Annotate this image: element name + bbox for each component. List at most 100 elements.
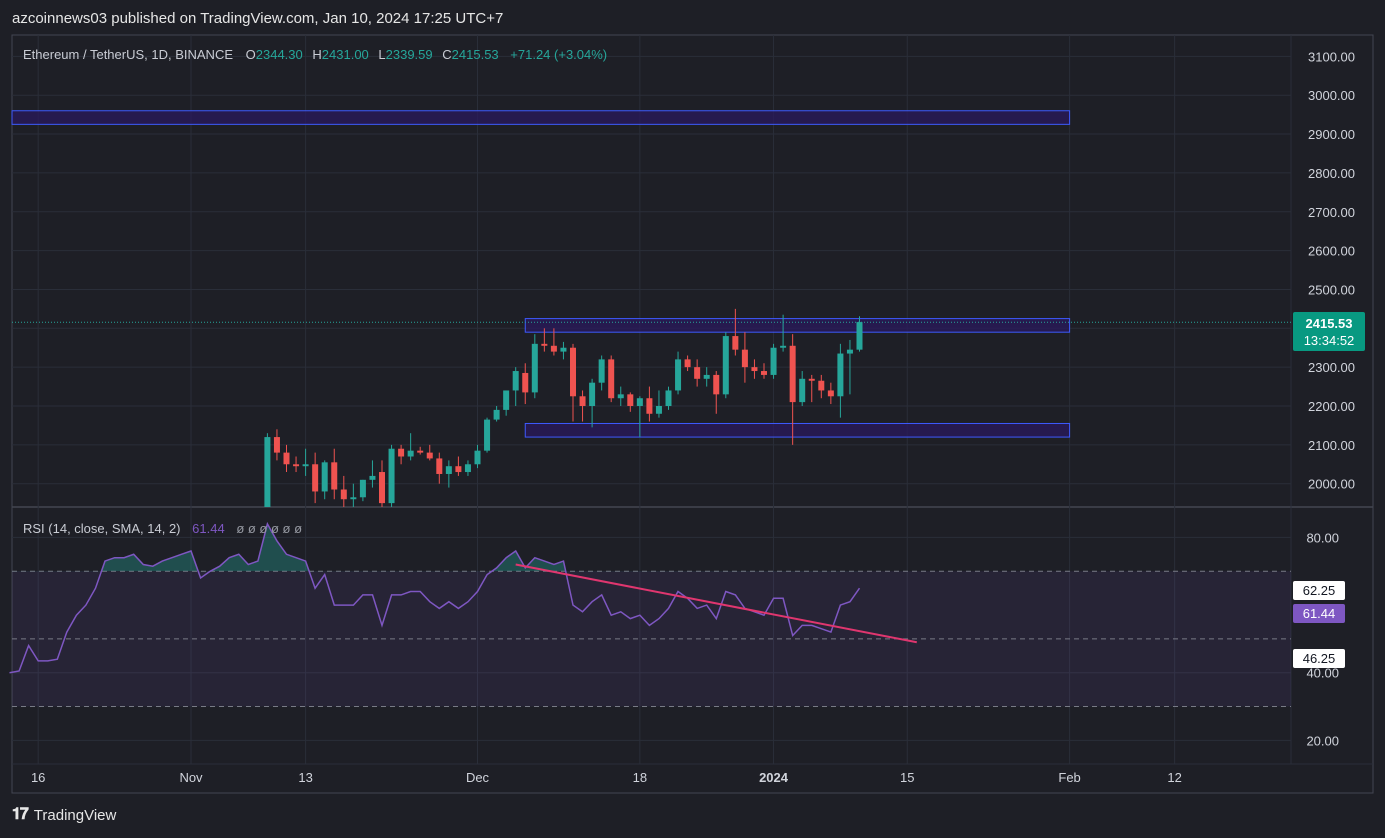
candle[interactable] — [751, 359, 758, 379]
candle[interactable] — [331, 448, 338, 500]
candle-body — [407, 450, 414, 457]
candle[interactable] — [684, 355, 691, 372]
price-tick-label: 3000.00 — [1308, 88, 1355, 103]
brand-name: TradingView — [33, 806, 117, 824]
candle[interactable] — [560, 341, 567, 360]
candle[interactable] — [761, 363, 767, 379]
candle[interactable] — [407, 433, 414, 461]
candle[interactable] — [675, 351, 682, 395]
candle[interactable] — [340, 475, 347, 507]
candle[interactable] — [789, 334, 796, 445]
candle[interactable] — [273, 429, 280, 461]
candle[interactable] — [617, 386, 624, 406]
candle[interactable] — [770, 343, 777, 379]
candle-body — [426, 452, 433, 459]
axis-layer: 3100.00 3000.00 2900.00 2800.00 2700.00 2600.… — [31, 49, 1355, 785]
candle[interactable] — [388, 444, 395, 509]
candle[interactable] — [655, 390, 662, 418]
candle[interactable] — [741, 332, 748, 383]
grid-layer — [12, 35, 1291, 764]
candle[interactable] — [837, 343, 844, 418]
candle[interactable] — [455, 456, 462, 476]
candle[interactable] — [570, 343, 576, 422]
candle[interactable] — [780, 314, 787, 352]
sr-zone[interactable] — [524, 318, 1071, 333]
candle[interactable] — [369, 460, 376, 488]
candle[interactable] — [799, 371, 806, 406]
candle[interactable] — [522, 363, 529, 405]
candle[interactable] — [312, 452, 319, 504]
rsi-line-layer[interactable] — [9, 521, 917, 674]
candle[interactable] — [417, 446, 424, 455]
candle[interactable] — [665, 386, 672, 410]
candle[interactable] — [359, 479, 366, 502]
candle[interactable] — [503, 390, 510, 416]
candle[interactable] — [436, 452, 443, 484]
candle-body — [703, 374, 710, 379]
candle[interactable] — [636, 396, 643, 438]
candle[interactable] — [541, 328, 548, 352]
candle[interactable] — [398, 444, 405, 465]
rsi-line[interactable] — [9, 521, 861, 674]
candle[interactable] — [293, 456, 300, 473]
candle[interactable] — [722, 332, 729, 399]
candle[interactable] — [846, 339, 853, 395]
candle-body — [818, 380, 825, 391]
candle-body — [531, 343, 538, 393]
candle[interactable] — [703, 367, 710, 387]
candle[interactable] — [321, 460, 328, 500]
close-value: 2415.53 — [452, 47, 499, 62]
price-tick-label: 2200.00 — [1308, 399, 1355, 414]
candle-body — [789, 345, 796, 403]
candle[interactable] — [264, 433, 271, 530]
candle[interactable] — [694, 359, 701, 387]
candle[interactable] — [827, 382, 834, 405]
open-value: 2344.30 — [256, 47, 303, 62]
candle[interactable] — [646, 386, 653, 422]
candle[interactable] — [283, 444, 290, 473]
candle[interactable] — [608, 355, 615, 403]
candle[interactable] — [464, 460, 471, 476]
candle[interactable] — [598, 355, 605, 391]
last-price-badge: 2415.53 13:34:52 — [1293, 312, 1365, 351]
candle[interactable] — [627, 392, 634, 412]
rsi-legend[interactable]: RSI (14, close, SMA, 14, 2) 61.44 ø ø ø … — [23, 521, 302, 536]
time-tick-label: 12 — [1167, 770, 1181, 785]
candle-body — [493, 409, 500, 420]
candle-body — [713, 374, 720, 395]
candles[interactable] — [264, 308, 863, 530]
candle[interactable] — [589, 378, 596, 428]
high-value: 2431.00 — [322, 47, 369, 62]
sr-zone[interactable] — [11, 110, 1071, 125]
candle-layer[interactable] — [264, 308, 863, 530]
candle[interactable] — [493, 405, 500, 422]
candle[interactable] — [818, 374, 825, 399]
candle[interactable] — [350, 483, 357, 507]
candle[interactable] — [445, 460, 452, 488]
candle[interactable] — [579, 390, 586, 422]
candle-body — [665, 390, 672, 406]
candle[interactable] — [302, 448, 309, 476]
candle-body — [808, 378, 815, 381]
rsi-trendline[interactable] — [515, 563, 917, 644]
zone-layer[interactable] — [11, 110, 1291, 438]
candle[interactable] — [512, 367, 519, 406]
symbol-name: Ethereum / TetherUS, 1D, BINANCE — [23, 47, 233, 62]
symbol-legend[interactable]: Ethereum / TetherUS, 1D, BINANCE O2344.3… — [23, 47, 607, 62]
candle[interactable] — [550, 328, 557, 356]
candle[interactable] — [426, 444, 433, 461]
candle[interactable] — [856, 316, 863, 352]
candle[interactable] — [732, 308, 739, 356]
candle[interactable] — [713, 371, 720, 414]
candle[interactable] — [484, 417, 491, 453]
sr-zone[interactable] — [524, 422, 1071, 438]
candle[interactable] — [531, 334, 538, 399]
footer-branding[interactable]: 𝟏𝟕 TradingView — [12, 806, 116, 824]
low-value: 2339.59 — [386, 47, 433, 62]
published-caption: azcoinnews03 published on TradingView.co… — [12, 10, 504, 27]
candle[interactable] — [379, 460, 385, 509]
candle[interactable] — [808, 374, 815, 403]
candle-body — [417, 450, 424, 453]
candle[interactable] — [474, 444, 481, 469]
